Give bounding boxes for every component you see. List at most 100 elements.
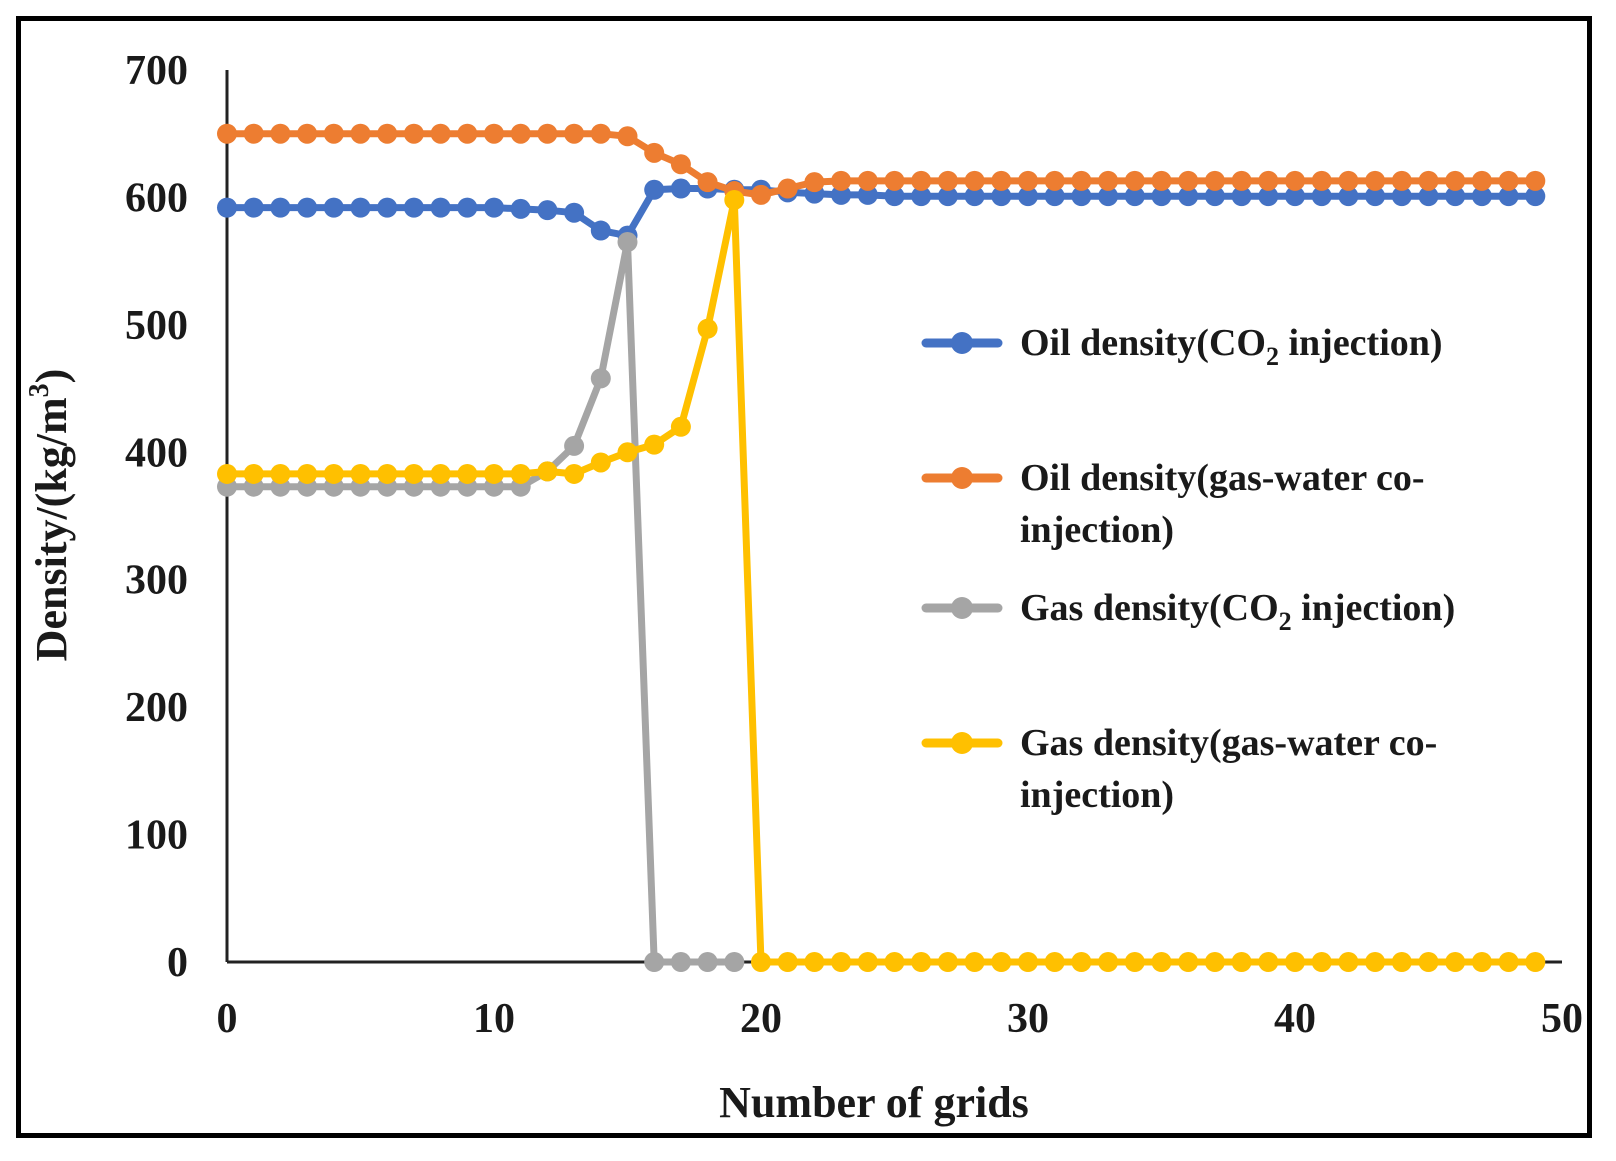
y-axis-title: Density/(kg/m3) [24,369,76,662]
x-tick-label-10: 10 [473,996,515,1042]
series-4-point [1098,952,1119,972]
series-2-point [991,170,1012,191]
legend-swatch-marker [951,732,973,754]
series-2-point [1071,170,1092,191]
series-4-point [1365,952,1386,972]
x-tick-label-30: 30 [1007,996,1049,1042]
series-1-point [217,197,237,218]
series-3-point [724,952,745,972]
series-3-line [227,238,735,966]
series-4-point [884,952,905,972]
series-3-point [644,952,665,972]
series-4-point [1044,952,1065,972]
legend-entry-1: Oil density(CO2 injection) [921,322,1443,371]
series-1-point [1471,186,1492,207]
series-4-point [564,463,585,484]
series-2-point [644,142,665,163]
series-1-point [1365,186,1386,207]
series-4-point [670,416,691,437]
series-2-point [217,123,237,144]
series-4-point [350,463,371,484]
series-2-point [857,170,878,191]
series-4-line [227,196,1536,966]
series-2-point [1418,170,1439,191]
legend-label: injection) [1020,774,1174,816]
series-4-point [323,463,344,484]
series-4-point [617,442,638,463]
series-3-point [670,952,691,972]
series-1-point [1231,186,1252,207]
x-tick-label-0: 0 [217,996,238,1042]
series-1-point [403,197,424,218]
series-2-point [1338,170,1359,191]
legend-label: Oil density(CO2 injection) [1020,322,1443,371]
series-2-line [227,130,1536,199]
legend-label: Gas density(gas-water co- [1020,722,1437,764]
series-2-point [777,178,798,199]
y-tick-label-400: 400 [125,430,188,476]
series-4-point [1204,952,1225,972]
series-1-point [1124,186,1145,207]
series-2-point [1124,170,1145,191]
series-4-point [1231,952,1252,972]
series-2-point [510,123,531,144]
series-4-point [1338,952,1359,972]
series-4-point [1178,952,1199,972]
series-4-point [537,461,558,482]
series-4-point [831,952,852,972]
series-1-point [1498,186,1519,207]
series-4-point [243,463,264,484]
y-tick-label-200: 200 [125,685,188,731]
series-4-point [297,463,318,484]
series-1-point [243,197,264,218]
series-1-point [884,186,905,207]
series-4-point [1498,952,1519,972]
series-2-point [937,170,958,191]
series-3-point [564,435,585,456]
series-1-point [1258,186,1279,207]
series-1-point [1204,186,1225,207]
legend-label: Oil density(gas-water co- [1020,457,1425,499]
series-2-point [697,172,718,193]
x-tick-label-40: 40 [1274,996,1316,1042]
series-1-point [1151,186,1172,207]
x-tick-label-50: 50 [1541,996,1583,1042]
legend-swatch-marker [951,467,973,489]
series-1-point [430,197,451,218]
series-2-point [243,123,264,144]
series-4-point [1391,952,1412,972]
series-4-point [751,952,771,972]
series-2-point [1311,170,1332,191]
series-1-point [1338,186,1359,207]
series-2-point [1471,170,1492,191]
series-2-point [1178,170,1199,191]
series-layer [217,123,1546,972]
series-4-point [1018,952,1038,972]
series-1-point [991,186,1012,207]
legend-entry-3: Gas density(CO2 injection) [921,587,1455,636]
series-4-point [1124,952,1145,972]
y-tick-label-700: 700 [125,48,188,94]
y-tick-label-300: 300 [125,558,188,604]
series-1-point [590,220,611,241]
series-1-point [911,186,932,207]
series-4-point [217,463,237,484]
series-2-point [537,123,558,144]
series-4-point [857,952,878,972]
series-2-point [1365,170,1386,191]
series-1-point [1018,186,1038,207]
series-2-point [804,172,825,193]
series-4-point [270,463,291,484]
series-2-point [270,123,291,144]
series-4-point [457,463,478,484]
series-4-point [964,952,985,972]
series-4 [217,189,1546,972]
series-2-point [1231,170,1252,191]
series-4-point [403,463,424,484]
series-4-point [644,434,665,455]
series-1-point [1285,186,1305,207]
series-1-point [831,184,852,205]
series-2-point [564,123,585,144]
series-4-point [1471,952,1492,972]
series-1-point [1418,186,1439,207]
